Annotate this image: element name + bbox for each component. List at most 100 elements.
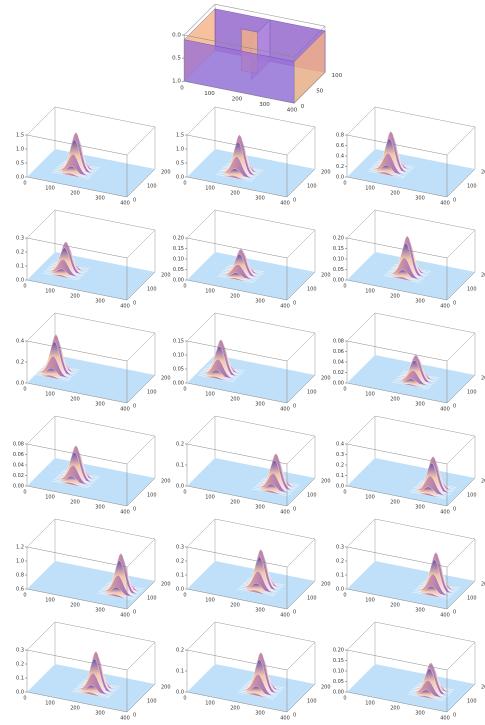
box-edge [446, 477, 476, 507]
z-tick-label: 0.3 [16, 648, 24, 654]
box-edge [446, 374, 476, 404]
box-edge [286, 538, 316, 568]
surface-strip [392, 381, 429, 390]
x-tick-label: 200 [230, 603, 240, 609]
surface-strip [217, 275, 254, 284]
z-tick-label: 0.5 [176, 161, 184, 167]
x-tick-label: 400 [440, 510, 450, 516]
x-tick-label: 300 [95, 711, 105, 717]
z-tick-label: 0.06 [333, 349, 344, 355]
surface-strip [97, 592, 134, 601]
surface-strip [408, 689, 445, 700]
surface-strip [367, 170, 404, 179]
y-tick-label: 0 [453, 713, 456, 719]
box-edge [286, 477, 316, 507]
x-tick-label: 300 [415, 196, 425, 202]
x-tick-label: 200 [70, 500, 80, 506]
x-tick-label: 100 [365, 289, 375, 295]
x-tick-label: 200 [390, 191, 400, 197]
box-edge [126, 374, 156, 404]
box-edge [126, 126, 156, 156]
box-edge [186, 176, 288, 198]
x-tick-label: 100 [205, 186, 215, 192]
x-tick-label: 100 [45, 289, 55, 295]
z-tick-label: 0.08 [333, 339, 344, 345]
x-tick-label: 200 [390, 603, 400, 609]
box-edge [26, 546, 128, 568]
z-tick-label: 0.1 [336, 473, 344, 479]
x-tick-label: 400 [440, 613, 450, 619]
box-edge [184, 4, 216, 36]
z-tick-label: 0.6 [336, 143, 344, 149]
surface-strip [72, 690, 109, 699]
x-tick-label: 0 [23, 593, 26, 599]
box-edge [286, 641, 316, 671]
y-tick-label: 100 [307, 596, 317, 602]
z-tick-label: 0.3 [16, 236, 24, 242]
x-tick-label: 400 [120, 407, 130, 413]
z-tick-label: 0.00 [333, 690, 344, 696]
surface-strip [237, 691, 274, 700]
box-edge [346, 209, 376, 239]
surface-strip [407, 693, 444, 702]
x-tick-label: 0 [183, 696, 186, 702]
y-tick-label: 0 [293, 301, 296, 307]
box-edge [446, 229, 476, 259]
z-tick-label: 0.2 [336, 559, 344, 565]
z-tick-label: 0.4 [336, 442, 344, 448]
box-edge [186, 649, 288, 671]
surface-strip [413, 586, 450, 598]
y-tick-label: 100 [307, 287, 317, 293]
box-edge [184, 34, 295, 58]
x-tick-label: 300 [415, 402, 425, 408]
y-tick-label: 200 [321, 273, 331, 279]
x-tick-label: 100 [205, 598, 215, 604]
surface-strip [412, 591, 449, 600]
z-tick-label: 0.05 [173, 367, 184, 373]
x-tick-label: 0 [183, 284, 186, 290]
z-tick-label: 0.0 [16, 690, 24, 696]
y-tick-label: 0 [133, 713, 136, 719]
y-tick-label: 200 [321, 582, 331, 588]
z-tick-label: 1.0 [176, 147, 184, 153]
surface-strip [253, 484, 290, 495]
surface-strip [53, 476, 90, 487]
x-tick-label: 100 [365, 701, 375, 707]
z-tick-label: 0.0 [176, 484, 184, 490]
box-edge [26, 443, 128, 465]
x-tick-label: 0 [23, 387, 26, 393]
x-tick-label: 100 [365, 392, 375, 398]
box-edge [346, 443, 448, 465]
surface-strip [53, 166, 90, 178]
box-edge [186, 209, 216, 239]
box-edge [26, 237, 128, 259]
box-edge [126, 641, 156, 671]
box-edge [346, 691, 448, 713]
x-tick-label: 0 [23, 284, 26, 290]
surface-strip [252, 488, 289, 497]
y-tick-label: 200 [161, 685, 171, 691]
z-tick-label: 0.1 [176, 463, 184, 469]
z-tick-label: 0.0 [172, 33, 181, 39]
surface-strip [42, 272, 79, 281]
z-tick-label: 0.0 [16, 381, 24, 387]
x-tick-label: 100 [45, 392, 55, 398]
z-tick-label: 1.5 [176, 133, 184, 139]
y-tick-label: 0 [453, 404, 456, 410]
y-tick-label: 0 [133, 301, 136, 307]
box-edge [186, 106, 216, 136]
surface-strip [218, 272, 255, 282]
surface-strip [238, 583, 275, 595]
z-tick-label: 0.1 [16, 676, 24, 682]
z-tick-label: 0.05 [173, 267, 184, 273]
x-tick-label: 200 [390, 706, 400, 712]
z-tick-label: 0.00 [13, 484, 24, 490]
x-tick-label: 100 [45, 186, 55, 192]
z-tick-label: 0.15 [173, 246, 184, 252]
box-edge [214, 518, 316, 540]
box-edge [26, 588, 128, 610]
